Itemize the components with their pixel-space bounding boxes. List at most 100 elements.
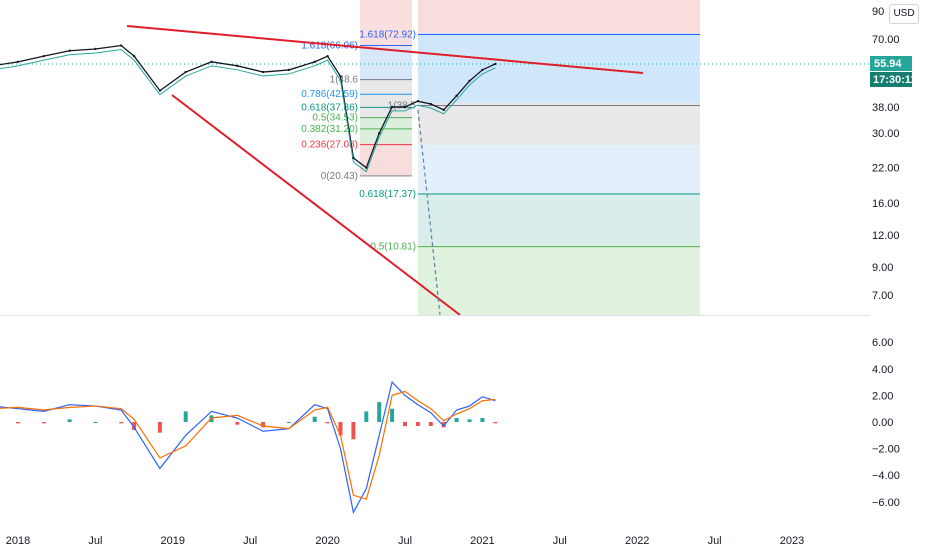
fib-level-label: 1.618(72.92) <box>359 29 416 40</box>
price-point <box>468 79 471 83</box>
trendline-upper[interactable] <box>126 25 644 74</box>
price-point <box>339 75 342 78</box>
time-tick-label: 2018 <box>6 535 30 547</box>
price-point <box>326 54 329 58</box>
macd-histogram-bar <box>183 411 188 422</box>
macd-histogram-bar <box>415 422 420 426</box>
macd-axis[interactable]: 6.00 4.00 2.00 0.00 −2.00 −4.00 −6.00 <box>872 337 900 509</box>
ma-line-green <box>0 49 496 173</box>
price-point <box>442 108 445 112</box>
time-tick-label: Jul <box>553 535 567 547</box>
macd-histogram-bar <box>467 419 472 422</box>
fib-level-label: 0.236(27.08) <box>301 140 358 151</box>
time-tick-label: 2020 <box>315 535 339 547</box>
macd-tick-label: 4.00 <box>872 364 893 376</box>
price-point <box>16 60 20 64</box>
fib-level-label: 0.618(17.37) <box>359 189 416 200</box>
macd-histogram-bar <box>441 422 446 428</box>
price-point <box>210 60 213 64</box>
macd-histogram-bar <box>364 411 369 422</box>
fib-zone-1-a <box>360 47 412 79</box>
price-point <box>236 64 239 68</box>
macd-histogram-bar <box>16 422 20 424</box>
macd-tick-label: 2.00 <box>872 390 893 402</box>
price-line <box>0 44 496 169</box>
fib-zone-1-d <box>360 143 412 175</box>
macd-tick-label: −2.00 <box>872 444 900 456</box>
projection-dashed <box>417 109 441 316</box>
time-tick-label: Jul <box>708 535 722 547</box>
price-tick-label: 30.00 <box>872 128 900 140</box>
price-point <box>158 89 162 92</box>
price-point <box>494 62 497 66</box>
macd-histogram-bar <box>67 419 72 422</box>
macd-histogram-bar <box>157 422 162 433</box>
macd-histogram-bar <box>325 422 330 424</box>
fib-zone-2-top <box>418 0 700 33</box>
countdown-tag: 17:30:11 <box>870 72 916 87</box>
price-tick-label: 90 <box>872 6 884 18</box>
fib-level-lines <box>360 33 700 248</box>
fib-zone-1-b <box>360 79 412 119</box>
macd-tick-label: 6.00 <box>872 337 893 349</box>
macd-histogram-bar <box>428 422 433 426</box>
fib-level-label: 0.5(34.53) <box>312 113 358 124</box>
price-point <box>365 166 368 169</box>
fib-level-label: 0.5(10.81) <box>370 242 416 253</box>
macd-histogram-bar <box>403 422 407 426</box>
fib-zone-2-d <box>418 193 700 245</box>
price-tick-label: 12.00 <box>872 230 900 242</box>
price-tick-label: 9.00 <box>872 262 893 274</box>
fib-level-label: 1.618(66.06) <box>301 40 358 51</box>
trendline-lower[interactable] <box>171 94 461 316</box>
price-point <box>42 54 45 58</box>
price-point <box>184 70 187 74</box>
price-point <box>455 94 458 97</box>
macd-histogram-bar <box>132 422 137 430</box>
fib-zone-1-top <box>360 0 412 47</box>
price-tick-label: 70.00 <box>872 34 900 46</box>
last-price-text: 55.94 <box>874 58 902 70</box>
price-tick-label: 38.00 <box>872 102 900 114</box>
price-tick-label: 7.00 <box>872 290 893 302</box>
price-point <box>287 68 291 72</box>
macd-histogram-bar <box>377 402 382 422</box>
price-tick-label: 16.00 <box>872 198 900 210</box>
price-axis[interactable]: 7.009.0012.0016.0022.0030.0038.0050.0070… <box>872 6 900 302</box>
macd-histogram-bar <box>454 418 459 422</box>
price-point <box>132 54 136 58</box>
price-point <box>403 105 407 109</box>
fib-level-label: 0.786(42.59) <box>301 89 358 100</box>
macd-histogram-bar <box>480 418 485 422</box>
time-tick-label: 2023 <box>780 535 804 547</box>
macd-histogram-bar <box>312 416 317 422</box>
price-point <box>416 100 420 103</box>
fib-level-labels: 1.618(66.06) 1(48.6 0.786(42.59) 0.618(37.8… <box>301 29 416 252</box>
price-tick-label: 22.00 <box>872 163 900 175</box>
time-tick-label: Jul <box>88 535 102 547</box>
macd-histogram-bar <box>235 422 240 425</box>
price-point <box>313 60 316 64</box>
price-point <box>429 102 432 106</box>
currency-button[interactable]: USD <box>889 4 919 24</box>
fib-zones <box>360 0 700 315</box>
time-tick-label: Jul <box>398 535 412 547</box>
macd-histogram-bar <box>390 408 395 422</box>
macd-tick-label: −6.00 <box>872 497 900 509</box>
time-axis[interactable]: 2018 Jul 2019 Jul 2020 Jul 2021 Jul 2022 Jul 2023 <box>6 535 804 547</box>
fib-zone-2-e <box>418 245 700 315</box>
price-point <box>68 49 71 52</box>
price-point <box>378 132 381 135</box>
macd-line <box>0 380 496 515</box>
signal-line <box>0 390 496 500</box>
countdown-text: 17:30:11 <box>873 74 916 86</box>
time-tick-label: 2021 <box>470 535 494 547</box>
macd-tick-label: −4.00 <box>872 470 900 482</box>
fib-zone-2-b <box>418 103 700 145</box>
macd-histogram-bar <box>93 422 98 423</box>
price-point <box>390 105 394 109</box>
macd-histogram-bar <box>41 422 46 424</box>
price-series <box>0 44 497 173</box>
macd-histogram-bar <box>286 422 291 423</box>
